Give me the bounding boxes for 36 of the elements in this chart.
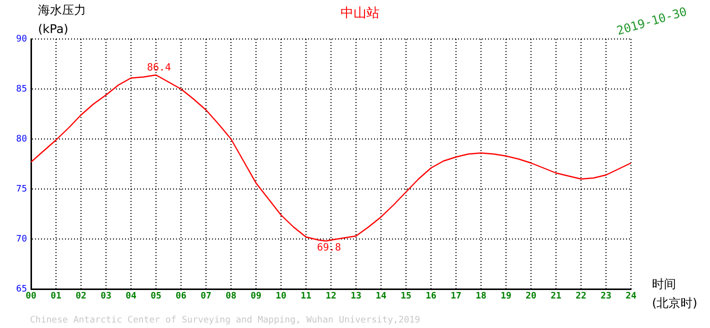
x-tick-label: 01 <box>50 292 62 302</box>
x-tick-label: 18 <box>476 292 486 302</box>
x-tick-label: 05 <box>150 292 162 302</box>
x-tick-label: 12 <box>326 292 336 302</box>
x-tick-label: 13 <box>350 292 362 302</box>
x-tick-label: 08 <box>226 292 236 302</box>
y-tick-label: 70 <box>16 234 27 244</box>
y-tick-label: 80 <box>16 134 27 144</box>
x-tick-label: 14 <box>376 292 387 302</box>
x-tick-label: 10 <box>276 292 286 302</box>
x-axis-title: 时间 (北京时) <box>652 276 698 312</box>
x-tick-label: 03 <box>100 292 112 302</box>
y-tick-label: 65 <box>16 284 27 294</box>
annotation: 86.4 <box>146 62 172 74</box>
x-tick-label: 00 <box>26 292 36 302</box>
x-tick-label: 15 <box>400 292 412 302</box>
y-tick-label: 85 <box>16 84 27 94</box>
x-tick-label: 24 <box>626 292 637 302</box>
x-tick-label: 07 <box>200 292 212 302</box>
x-tick-label: 19 <box>500 292 512 302</box>
x-tick-label: 21 <box>550 292 562 302</box>
x-tick-label: 22 <box>576 292 586 302</box>
x-tick-label: 04 <box>126 292 137 302</box>
x-tick-label: 06 <box>176 292 186 302</box>
y-tick-label: 75 <box>16 184 27 194</box>
y-axis-title: 海水压力 (kPa) <box>38 2 86 38</box>
x-tick-label: 17 <box>450 292 462 302</box>
x-tick-label: 11 <box>300 292 312 302</box>
x-tick-label: 23 <box>600 292 612 302</box>
annotation: 69.8 <box>316 242 342 254</box>
y-tick-label: 90 <box>16 34 27 44</box>
x-tick-label: 09 <box>250 292 262 302</box>
x-tick-label: 20 <box>526 292 536 302</box>
chart-title: 中山站 <box>340 5 380 22</box>
x-tick-label: 16 <box>426 292 436 302</box>
x-tick-label: 02 <box>76 292 86 302</box>
